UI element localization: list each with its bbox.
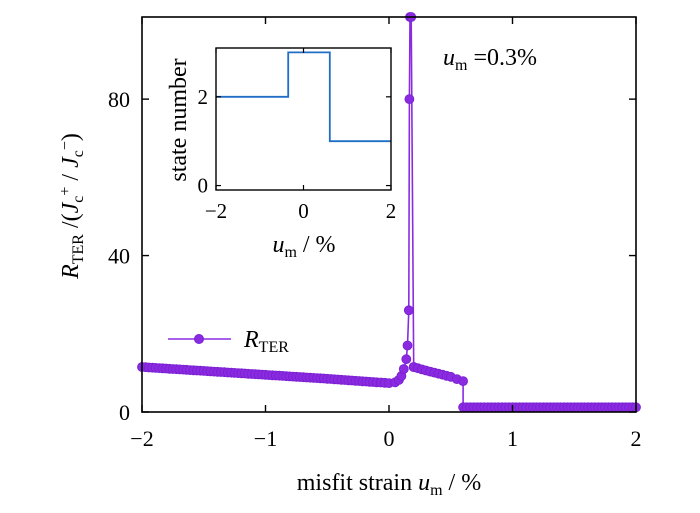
main-y-tick-label: 80	[108, 87, 130, 112]
main-y-tick-label: 40	[108, 244, 130, 269]
rter-point	[404, 94, 415, 104]
inset-series-layer	[216, 51, 391, 143]
rter-point	[403, 305, 414, 316]
main-ticks-layer: −2 −1 0 1 2 0 40 80	[108, 17, 642, 451]
legend-marker-sample	[194, 334, 204, 344]
main-plot: −2 −1 0 1 2 0 40 80	[108, 12, 642, 451]
legend: RTER	[168, 327, 289, 356]
main-markers-layer	[137, 12, 641, 413]
main-x-tick-label: 1	[507, 426, 518, 451]
main-x-tick-label: −1	[254, 426, 277, 451]
inset-x-tick-label: 0	[298, 199, 309, 223]
main-y-axis-title: RTER /(Jc+ / Jc−)	[57, 133, 87, 280]
inset-y-axis-title: state number	[166, 58, 192, 181]
inset-y-tick-label: 2	[198, 85, 209, 109]
inset-plot: −2 0 202 state number um / %	[166, 47, 397, 261]
inset-y-tick-label: 0	[198, 174, 209, 198]
inset-x-axis-title: um / %	[272, 232, 335, 261]
main-x-tick-label: 2	[631, 426, 642, 451]
rter-point	[402, 340, 413, 351]
rter-point	[458, 376, 469, 387]
inset-ticks-layer: −2 0 202	[198, 48, 397, 223]
main-x-axis-title: misfit strain um / %	[297, 470, 481, 499]
inset-plot-frame	[215, 47, 392, 191]
main-y-tick-label: 0	[119, 400, 130, 425]
main-x-tick-label: −2	[130, 426, 153, 451]
main-x-tick-label: 0	[384, 426, 395, 451]
state-number-line	[216, 51, 391, 143]
rter-point	[398, 364, 409, 374]
strain-annotation: um =0.3%	[443, 45, 537, 74]
inset-x-tick-label: −2	[205, 199, 227, 223]
legend-label: RTER	[243, 327, 289, 356]
rter-point	[401, 354, 412, 365]
inset-x-tick-label: 2	[386, 199, 397, 223]
